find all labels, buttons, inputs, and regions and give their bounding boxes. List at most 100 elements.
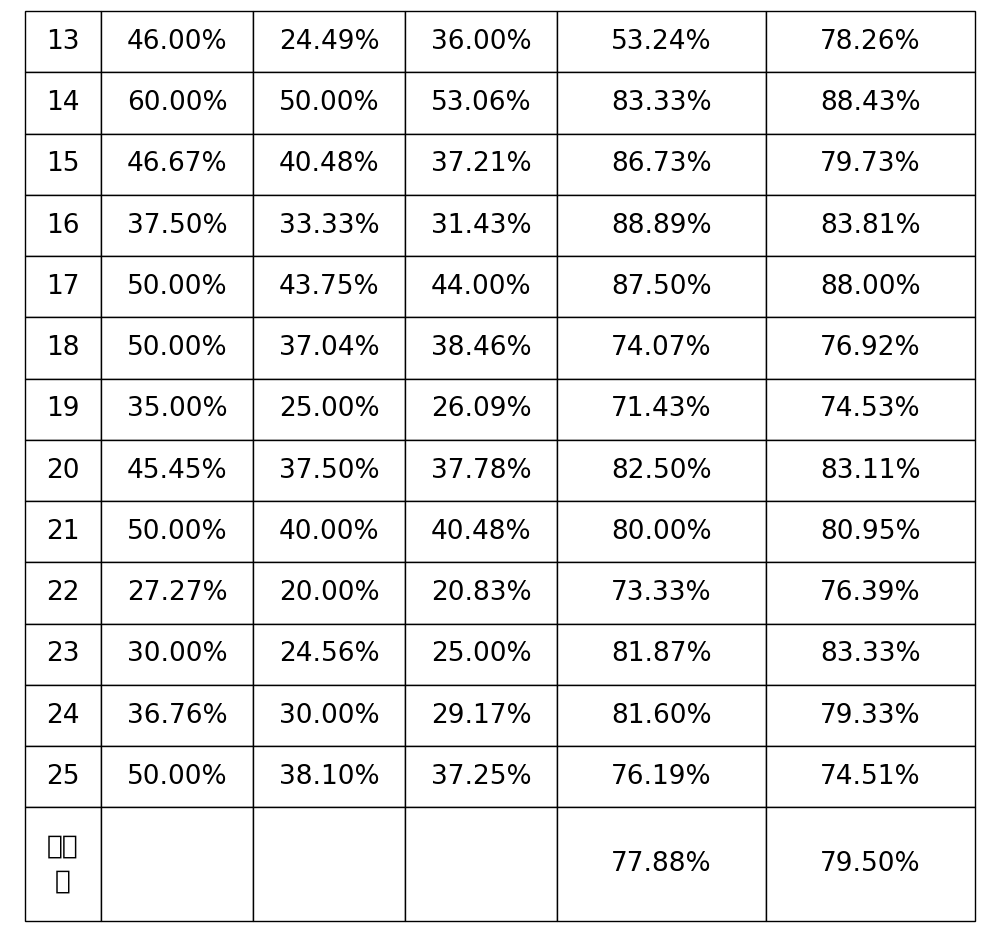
- Bar: [766, 440, 975, 501]
- Text: 83.81%: 83.81%: [820, 212, 921, 239]
- Text: 38.10%: 38.10%: [279, 764, 379, 789]
- Bar: [253, 318, 405, 378]
- Text: 20: 20: [46, 458, 80, 484]
- Bar: [557, 807, 766, 921]
- Bar: [766, 318, 975, 378]
- Bar: [766, 685, 975, 747]
- Bar: [405, 501, 557, 563]
- Bar: [405, 195, 557, 256]
- Bar: [25, 378, 101, 440]
- Text: 16: 16: [46, 212, 80, 239]
- Text: 25: 25: [46, 764, 80, 789]
- Text: 19: 19: [46, 396, 80, 422]
- Bar: [25, 685, 101, 747]
- Bar: [557, 256, 766, 318]
- Bar: [766, 624, 975, 685]
- Bar: [557, 501, 766, 563]
- Text: 50.00%: 50.00%: [279, 90, 379, 116]
- Text: 23: 23: [46, 641, 80, 667]
- Text: 平均: 平均: [47, 834, 79, 860]
- Bar: [557, 195, 766, 256]
- Text: 20.00%: 20.00%: [279, 580, 379, 606]
- Text: 29.17%: 29.17%: [431, 703, 531, 729]
- Text: 81.60%: 81.60%: [611, 703, 712, 729]
- Text: 44.00%: 44.00%: [431, 274, 531, 300]
- Text: 79.50%: 79.50%: [820, 851, 921, 877]
- Text: 24: 24: [46, 703, 80, 729]
- Bar: [253, 11, 405, 73]
- Text: 33.33%: 33.33%: [279, 212, 379, 239]
- Text: 37.21%: 37.21%: [431, 151, 531, 177]
- Text: 80.00%: 80.00%: [611, 519, 712, 545]
- Bar: [557, 133, 766, 195]
- Text: 15: 15: [46, 151, 80, 177]
- Bar: [25, 133, 101, 195]
- Text: 80.95%: 80.95%: [820, 519, 921, 545]
- Text: 37.04%: 37.04%: [279, 336, 379, 361]
- Bar: [557, 378, 766, 440]
- Text: 36.00%: 36.00%: [431, 29, 531, 55]
- Bar: [557, 563, 766, 624]
- Bar: [101, 747, 253, 807]
- Bar: [766, 378, 975, 440]
- Text: 74.07%: 74.07%: [611, 336, 712, 361]
- Bar: [405, 133, 557, 195]
- Text: 50.00%: 50.00%: [127, 764, 227, 789]
- Bar: [101, 563, 253, 624]
- Bar: [766, 501, 975, 563]
- Bar: [405, 73, 557, 133]
- Bar: [253, 73, 405, 133]
- Text: 45.45%: 45.45%: [127, 458, 227, 484]
- Text: 24.56%: 24.56%: [279, 641, 379, 667]
- Text: 25.00%: 25.00%: [431, 641, 531, 667]
- Text: 74.51%: 74.51%: [820, 764, 921, 789]
- Text: 83.33%: 83.33%: [820, 641, 921, 667]
- Bar: [253, 440, 405, 501]
- Text: 60.00%: 60.00%: [127, 90, 227, 116]
- Bar: [766, 133, 975, 195]
- Text: 86.73%: 86.73%: [611, 151, 712, 177]
- Bar: [405, 378, 557, 440]
- Text: 53.24%: 53.24%: [611, 29, 712, 55]
- Bar: [557, 685, 766, 747]
- Bar: [253, 563, 405, 624]
- Bar: [557, 318, 766, 378]
- Bar: [25, 440, 101, 501]
- Text: 26.09%: 26.09%: [431, 396, 531, 422]
- Bar: [766, 807, 975, 921]
- Text: 50.00%: 50.00%: [127, 274, 227, 300]
- Bar: [101, 807, 253, 921]
- Text: 50.00%: 50.00%: [127, 519, 227, 545]
- Text: 81.87%: 81.87%: [611, 641, 712, 667]
- Text: 38.46%: 38.46%: [431, 336, 531, 361]
- Bar: [101, 133, 253, 195]
- Text: 40.00%: 40.00%: [279, 519, 379, 545]
- Bar: [101, 501, 253, 563]
- Bar: [101, 318, 253, 378]
- Text: 24.49%: 24.49%: [279, 29, 379, 55]
- Bar: [766, 256, 975, 318]
- Bar: [25, 256, 101, 318]
- Bar: [253, 747, 405, 807]
- Bar: [253, 685, 405, 747]
- Bar: [557, 624, 766, 685]
- Text: 77.88%: 77.88%: [611, 851, 712, 877]
- Bar: [25, 624, 101, 685]
- Bar: [557, 73, 766, 133]
- Text: 87.50%: 87.50%: [611, 274, 712, 300]
- Bar: [766, 747, 975, 807]
- Text: 46.67%: 46.67%: [127, 151, 227, 177]
- Text: 50.00%: 50.00%: [127, 336, 227, 361]
- Bar: [766, 73, 975, 133]
- Bar: [25, 747, 101, 807]
- Bar: [101, 11, 253, 73]
- Bar: [25, 73, 101, 133]
- Text: 88.43%: 88.43%: [820, 90, 921, 116]
- Text: 37.78%: 37.78%: [431, 458, 531, 484]
- Bar: [101, 624, 253, 685]
- Bar: [25, 563, 101, 624]
- Bar: [253, 195, 405, 256]
- Text: 37.50%: 37.50%: [127, 212, 227, 239]
- Bar: [405, 685, 557, 747]
- Bar: [101, 440, 253, 501]
